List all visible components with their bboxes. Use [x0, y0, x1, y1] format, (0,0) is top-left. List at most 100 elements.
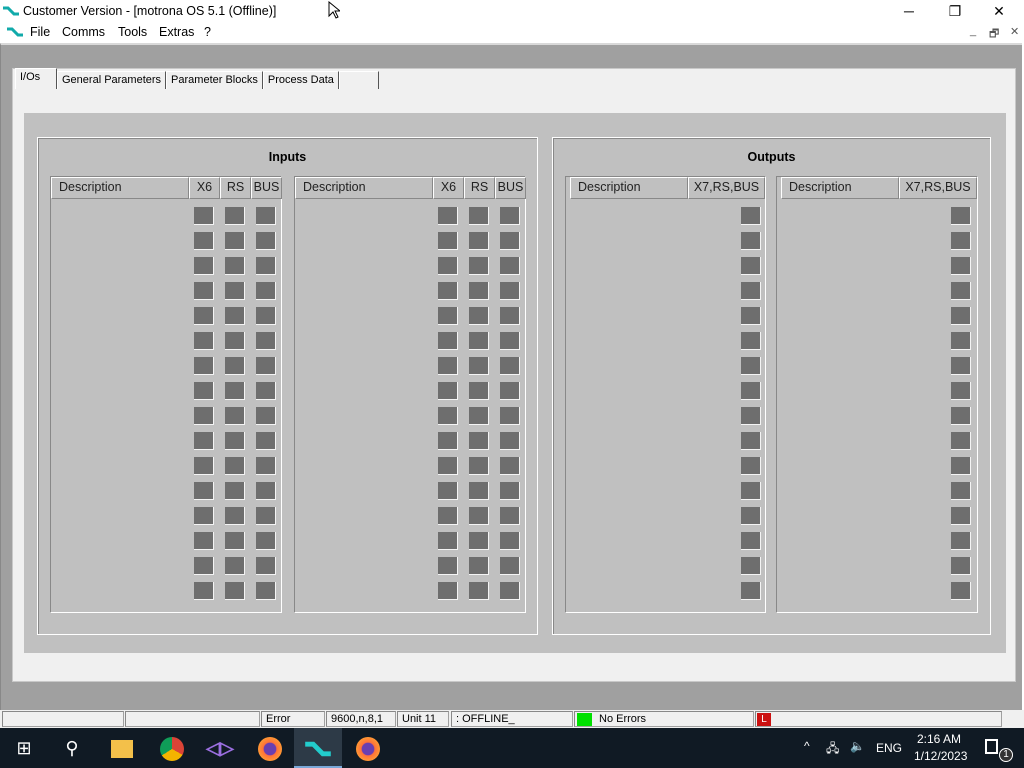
clock-date[interactable]: 1/12/2023	[914, 749, 968, 763]
outputs-indicator-x7-rs-bus	[741, 557, 761, 575]
motrona-app-icon[interactable]	[294, 728, 342, 768]
column-header-description[interactable]: Description	[570, 177, 688, 199]
inputs-indicator-x6	[438, 257, 458, 275]
inputs-indicator-x6	[194, 532, 214, 550]
tab-ios[interactable]: I/Os	[15, 68, 57, 89]
inputs-indicator-rs	[225, 482, 245, 500]
outputs-indicator-x7-rs-bus	[951, 582, 971, 600]
outputs-indicator-x7-rs-bus	[741, 382, 761, 400]
inputs-indicator-x6	[438, 557, 458, 575]
inputs-indicator-bus	[256, 582, 276, 600]
status-cell-2	[125, 711, 260, 727]
inputs-indicator-x6	[438, 532, 458, 550]
menu-bar: File Comms Tools Extras ? _ 🗗 ✕	[0, 23, 1024, 43]
mdi-minimize-button[interactable]: _	[970, 25, 977, 37]
inputs-indicator-rs	[469, 507, 489, 525]
tab-blank[interactable]	[338, 71, 379, 89]
inputs-indicator-x6	[194, 432, 214, 450]
inputs-indicator-x6	[438, 282, 458, 300]
outputs-indicator-x7-rs-bus	[951, 507, 971, 525]
column-header-bus[interactable]: BUS	[495, 177, 526, 199]
inputs-indicator-bus	[500, 282, 520, 300]
status-bar: Error 9600,n,8,1 Unit 11 : OFFLINE_ No E…	[0, 710, 1024, 728]
status-baud: 9600,n,8,1	[326, 711, 396, 727]
outputs-indicator-x7-rs-bus	[741, 357, 761, 375]
column-header-description[interactable]: Description	[781, 177, 899, 199]
title-bar: Customer Version - [motrona OS 5.1 (Offl…	[0, 0, 1024, 23]
menu-tools[interactable]: Tools	[118, 25, 148, 39]
inputs-indicator-rs	[225, 357, 245, 375]
inputs-indicator-bus	[256, 307, 276, 325]
visual-studio-icon[interactable]: ◁▷	[206, 738, 234, 758]
tab-general-parameters[interactable]: General Parameters	[57, 71, 167, 89]
firefox-2-icon[interactable]	[344, 728, 392, 768]
status-connection: : OFFLINE_	[451, 711, 573, 727]
inputs-group: Inputs	[37, 137, 538, 635]
tab-process-data[interactable]: Process Data	[262, 71, 339, 89]
inputs-indicator-x6	[194, 557, 214, 575]
window-title: Customer Version - [motrona OS 5.1 (Offl…	[23, 4, 277, 18]
outputs-indicator-x7-rs-bus	[951, 432, 971, 450]
inputs-indicator-x6	[438, 332, 458, 350]
inputs-indicator-x6	[194, 357, 214, 375]
inputs-indicator-x6	[438, 207, 458, 225]
status-unit: Unit 11	[397, 711, 449, 727]
inputs-indicator-bus	[256, 532, 276, 550]
tab-parameter-blocks[interactable]: Parameter Blocks	[166, 71, 263, 89]
inputs-indicator-bus	[500, 482, 520, 500]
column-header-rs[interactable]: RS	[220, 177, 251, 199]
inputs-indicator-x6	[194, 332, 214, 350]
inputs-indicator-bus	[256, 557, 276, 575]
column-header-x7-rs-bus[interactable]: X7,RS,BUS	[688, 177, 765, 199]
outputs-indicator-x7-rs-bus	[951, 332, 971, 350]
inputs-indicator-rs	[225, 307, 245, 325]
outputs-indicator-x7-rs-bus	[741, 482, 761, 500]
column-header-x6[interactable]: X6	[189, 177, 220, 199]
inputs-indicator-x6	[438, 382, 458, 400]
menu-file[interactable]: File	[30, 25, 51, 39]
inputs-indicator-x6	[194, 307, 214, 325]
menu-extras[interactable]: Extras	[159, 25, 195, 39]
column-header-description[interactable]: Description	[295, 177, 433, 199]
notifications-icon[interactable]	[985, 739, 998, 754]
firefox-icon[interactable]	[246, 728, 294, 768]
column-header-rs[interactable]: RS	[464, 177, 495, 199]
minimize-button[interactable]: ─	[904, 3, 914, 19]
column-header-description[interactable]: Description	[51, 177, 189, 199]
menu-help[interactable]: ?	[204, 25, 211, 39]
outputs-indicator-x7-rs-bus	[951, 357, 971, 375]
file-explorer-icon[interactable]	[98, 728, 146, 768]
menu-comms[interactable]: Comms	[62, 25, 106, 39]
outputs-indicator-x7-rs-bus	[951, 382, 971, 400]
tray-chevron-icon[interactable]: ^	[804, 739, 810, 753]
start-windows-icon[interactable]: ⊞	[16, 738, 32, 758]
inputs-indicator-bus	[500, 307, 520, 325]
inputs-indicator-bus	[500, 357, 520, 375]
inputs-indicator-x6	[194, 482, 214, 500]
outputs-indicator-x7-rs-bus	[741, 507, 761, 525]
column-header-bus[interactable]: BUS	[251, 177, 282, 199]
search-icon[interactable]: ⚲	[65, 738, 79, 758]
inputs-indicator-bus	[500, 432, 520, 450]
network-icon[interactable]: 🖧	[826, 741, 840, 755]
chrome-icon[interactable]	[148, 728, 196, 768]
clock-time[interactable]: 2:16 AM	[917, 732, 962, 746]
inputs-indicator-rs	[225, 232, 245, 250]
maximize-button[interactable]: ❐	[948, 3, 962, 19]
mdi-restore-button[interactable]: 🗗	[989, 28, 1000, 40]
volume-icon[interactable]: 🔈	[850, 739, 865, 753]
inputs-indicator-rs	[225, 407, 245, 425]
language-indicator[interactable]: ENG	[876, 741, 903, 755]
close-button[interactable]: ✕	[993, 3, 1005, 19]
inputs-indicator-bus	[256, 357, 276, 375]
outputs-indicator-x7-rs-bus	[741, 282, 761, 300]
column-header-x6[interactable]: X6	[433, 177, 464, 199]
mdi-child-icon[interactable]	[7, 27, 23, 37]
outputs-indicator-x7-rs-bus	[951, 557, 971, 575]
outputs-group: Outputs	[552, 137, 991, 635]
inputs-indicator-x6	[438, 482, 458, 500]
mdi-close-button[interactable]: ✕	[1010, 26, 1020, 38]
outputs-indicator-x7-rs-bus	[741, 207, 761, 225]
inputs-indicator-x6	[438, 432, 458, 450]
column-header-x7-rs-bus[interactable]: X7,RS,BUS	[899, 177, 977, 199]
